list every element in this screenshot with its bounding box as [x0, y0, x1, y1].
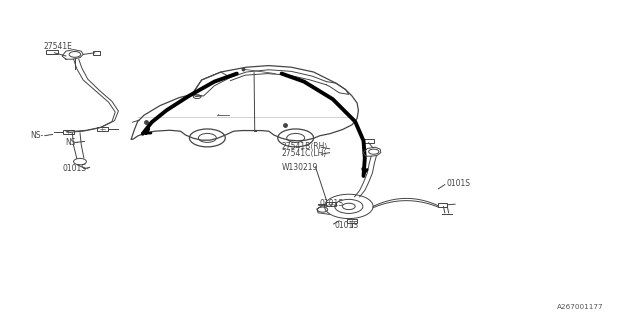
Bar — [348, 219, 357, 223]
Text: 0101S: 0101S — [447, 180, 471, 188]
Bar — [93, 51, 100, 55]
Text: 0101S-: 0101S- — [63, 164, 90, 173]
Text: W130219: W130219 — [282, 163, 318, 172]
Bar — [97, 127, 108, 131]
Text: 0101S: 0101S — [319, 199, 344, 208]
Text: A267001177: A267001177 — [557, 304, 604, 309]
Bar — [326, 202, 336, 206]
Bar — [63, 130, 74, 134]
Text: 0101S: 0101S — [334, 221, 358, 230]
Bar — [364, 139, 374, 143]
Text: 27541B⟨RH⟩: 27541B⟨RH⟩ — [282, 142, 328, 151]
Text: 27541E: 27541E — [44, 42, 72, 51]
Bar — [46, 50, 58, 54]
Text: 27541C⟨LH⟩: 27541C⟨LH⟩ — [282, 149, 327, 158]
Text: NS-: NS- — [65, 138, 79, 147]
Bar — [438, 203, 447, 207]
Text: NS-: NS- — [30, 132, 44, 140]
